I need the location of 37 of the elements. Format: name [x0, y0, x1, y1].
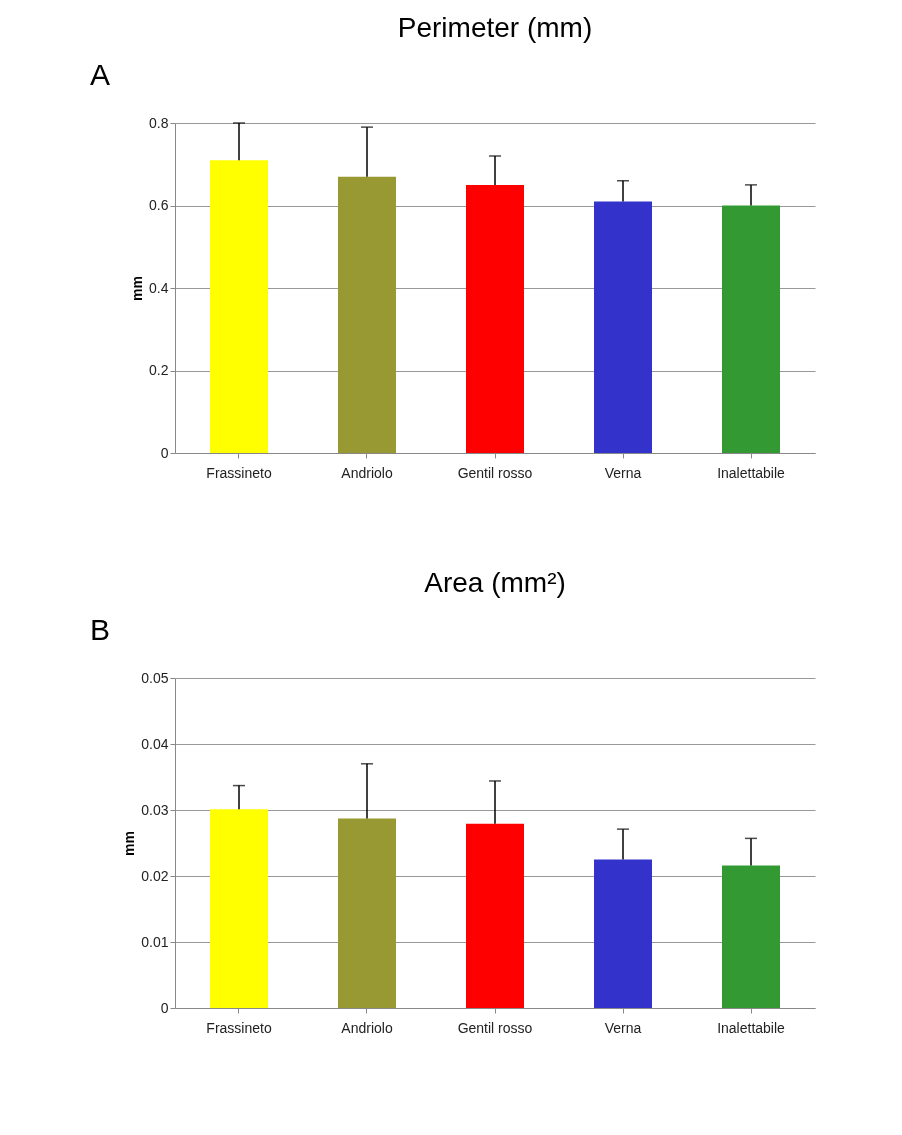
bar: [722, 205, 780, 453]
bar: [210, 809, 268, 1008]
text: B: [90, 613, 111, 646]
y-tick-label: 0.04: [141, 735, 169, 752]
y-tick-label: 0.4: [149, 279, 169, 296]
y-tick-label: 0.01: [141, 933, 169, 950]
y-tick-label: 0: [160, 444, 169, 461]
y-axis-title: mm: [129, 276, 146, 301]
bar: [466, 184, 524, 453]
y-tick-label: 0: [160, 999, 169, 1016]
bar: [210, 160, 268, 453]
x-tick-label: Verna: [604, 1019, 642, 1036]
bar: [722, 865, 780, 1008]
bar: [338, 818, 396, 1008]
x-tick-label: Frassineto: [206, 1019, 272, 1036]
x-tick-label: Gentil rosso: [457, 464, 533, 481]
bar: [594, 859, 652, 1008]
x-tick-label: Andriolo: [341, 464, 393, 481]
y-tick-label: 0.02: [141, 867, 169, 884]
y-tick-label: 0.05: [141, 669, 169, 686]
bar: [466, 823, 524, 1008]
chart-title: Area (mm²): [424, 567, 566, 598]
text: A: [90, 58, 111, 91]
bar: [594, 201, 652, 453]
bar: [338, 176, 396, 453]
y-tick-label: 0.03: [141, 801, 169, 818]
y-tick-label: 0.2: [149, 362, 169, 378]
y-tick-label: 0.6: [149, 197, 169, 213]
x-tick-label: Gentil rosso: [457, 1019, 533, 1036]
x-tick-label: Frassineto: [206, 464, 272, 481]
x-tick-label: Inalettabile: [717, 464, 786, 481]
x-tick-label: Inalettabile: [717, 1019, 786, 1036]
y-tick-label: 0.8: [149, 114, 169, 131]
y-axis-title: mm: [121, 831, 138, 856]
chart-title: Perimeter (mm): [397, 12, 593, 43]
x-tick-label: Andriolo: [341, 1019, 393, 1036]
x-tick-label: Verna: [604, 464, 642, 481]
